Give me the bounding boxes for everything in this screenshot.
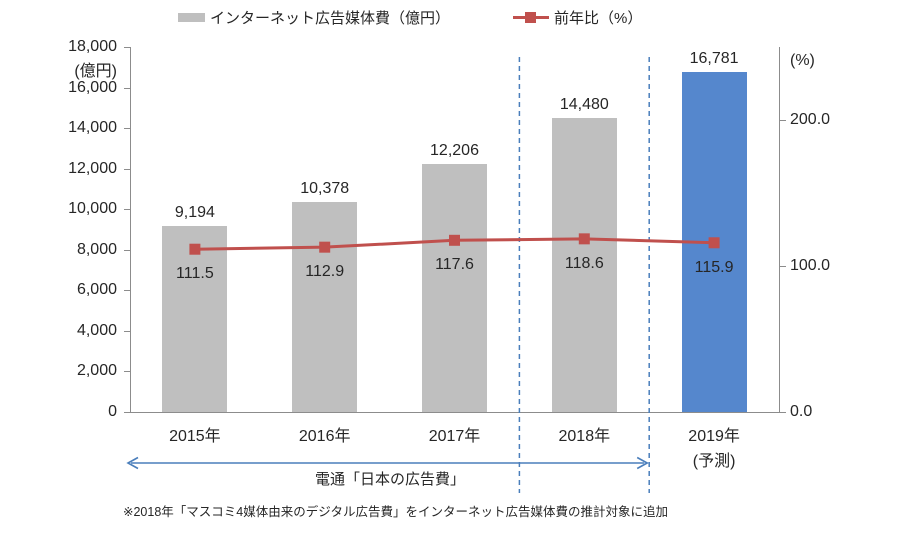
right-axis-tick-label: 0.0 <box>790 403 813 420</box>
right-axis-tick-label: 200.0 <box>790 111 831 128</box>
bar-2018年 <box>551 118 617 412</box>
x-axis-sublabel: (予測) <box>692 453 736 470</box>
legend: インターネット広告媒体費（億円） 前年比（%） <box>0 8 905 27</box>
left-axis-tick <box>124 371 130 373</box>
x-axis-line <box>130 412 780 413</box>
left-axis-tick <box>124 128 130 130</box>
x-axis-label: 2019年 <box>688 428 740 445</box>
legend-bar-label: インターネット広告媒体費（億円） <box>210 9 451 27</box>
bar-value-label: 10,378 <box>300 179 350 197</box>
line-value-label: 112.9 <box>305 263 345 281</box>
left-axis-tick-label: 12,000 <box>68 159 117 177</box>
right-axis-tick <box>780 412 786 413</box>
left-axis-tick <box>124 87 130 89</box>
right-axis-tick-label: 100.0 <box>790 257 831 274</box>
bar-value-label: 12,206 <box>430 142 479 160</box>
right-axis-title: (%) <box>790 52 815 69</box>
left-axis-tick-label: 0 <box>108 403 117 420</box>
left-axis-tick <box>124 47 130 48</box>
left-axis-tick-label: 16,000 <box>68 78 117 96</box>
left-axis-line <box>130 47 131 412</box>
left-axis-tick <box>124 209 130 211</box>
bar-value-label: 14,480 <box>559 96 609 114</box>
legend-item-bar-series: インターネット広告媒体費（億円） <box>178 8 451 27</box>
line-value-label: 115.9 <box>694 258 734 276</box>
bar-2016年 <box>292 201 358 412</box>
right-axis-tick <box>780 266 786 267</box>
line-value-label: 111.5 <box>176 265 214 283</box>
left-axis-tick-label: 2,000 <box>76 362 117 380</box>
legend-item-line-series: 前年比（%） <box>513 8 643 27</box>
left-axis-tick-label: 6,000 <box>76 281 117 299</box>
left-axis-title: (億円) <box>74 63 117 80</box>
x-axis-label: 2016年 <box>298 428 351 445</box>
legend-line-label: 前年比（%） <box>554 9 643 27</box>
source-arrow-right-head-icon <box>636 456 649 470</box>
x-axis-label: 2015年 <box>169 428 221 445</box>
footnote: ※2018年「マスコミ4媒体由来のデジタル広告費」をインターネット広告媒体費の推… <box>123 505 668 519</box>
left-axis-tick-label: 14,000 <box>68 119 117 137</box>
left-axis-tick <box>124 168 130 170</box>
right-axis-line <box>779 47 780 412</box>
bar-2015年 <box>162 225 228 412</box>
left-axis-tick <box>124 290 130 292</box>
line-value-label: 118.6 <box>564 254 604 272</box>
left-axis-tick-label: 4,000 <box>76 321 117 339</box>
left-axis-tick-label: 8,000 <box>76 240 117 258</box>
source-label: 電通「日本の広告費」 <box>314 471 466 488</box>
left-axis-tick <box>124 330 130 332</box>
line-value-label: 117.6 <box>435 256 474 274</box>
bar-2017年 <box>422 164 487 412</box>
left-axis-tick <box>124 249 130 251</box>
right-axis-tick <box>780 120 786 121</box>
bar-series-swatch-icon <box>178 12 205 22</box>
left-axis-tick-label: 10,000 <box>68 200 117 218</box>
left-axis-tick-label: 18,000 <box>68 38 117 55</box>
x-axis-label: 2017年 <box>428 428 481 445</box>
line-series-swatch-icon <box>513 9 549 26</box>
bar-value-label: 16,781 <box>689 49 739 67</box>
source-arrow-left-head-icon <box>126 456 139 470</box>
x-axis-label: 2018年 <box>558 428 611 445</box>
bar-2019年 <box>681 71 747 412</box>
left-axis-tick <box>124 412 130 413</box>
bar-value-label: 9,194 <box>174 203 215 221</box>
